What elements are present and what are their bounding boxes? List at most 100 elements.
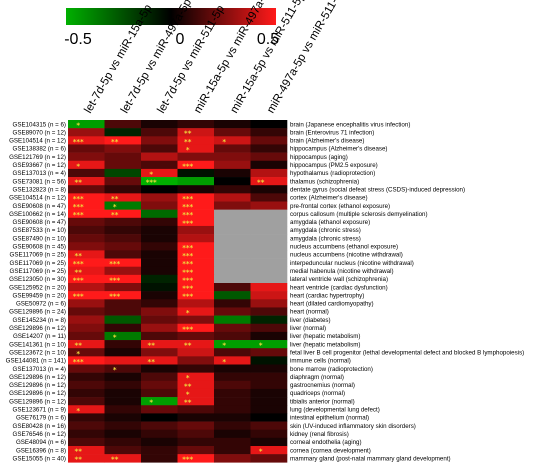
heatmap-cell: [250, 323, 288, 333]
heatmap-cell: [68, 128, 105, 137]
dataset-label: GSE123050 (n = 30): [9, 276, 66, 283]
heatmap-cell: [250, 266, 288, 276]
heatmap-cell: [68, 120, 105, 129]
heatmap-cell: [68, 299, 105, 308]
tissue-label: heart (normal): [290, 309, 329, 316]
significance-star: **: [75, 268, 83, 276]
dataset-label: GSE104514 (n = 12): [9, 195, 66, 202]
heatmap-cell: [68, 380, 105, 390]
tissue-label: corpus callosum (multiple sclerosis demy…: [290, 211, 428, 218]
heatmap-cell: [68, 315, 105, 325]
heatmap-cell: [177, 225, 215, 235]
significance-star: *: [76, 407, 80, 415]
tissue-label: diaphragm (normal): [290, 374, 344, 381]
heatmap-cell: [104, 217, 142, 227]
heatmap-cell: [68, 225, 105, 235]
heatmap-cell: [250, 168, 288, 178]
heatmap-cell: [104, 429, 142, 439]
heatmap-cell: [214, 340, 251, 349]
significance-star: **: [184, 342, 192, 350]
significance-star: **: [75, 456, 83, 464]
heatmap-cell: [250, 372, 288, 382]
heatmap-cell: [104, 201, 142, 210]
heatmap-cell: [177, 323, 215, 333]
heatmap-cell: [104, 454, 142, 463]
heatmap-cell: [250, 429, 288, 439]
heatmap-cell: [68, 307, 105, 316]
significance-star: *: [222, 342, 226, 350]
heatmap-cell: [104, 299, 142, 308]
dataset-label: GSE117069 (n = 25): [10, 252, 66, 259]
heatmap-cell: [177, 185, 215, 194]
significance-star: **: [111, 456, 119, 464]
heatmap-cell: [177, 144, 215, 153]
significance-star: **: [75, 342, 83, 350]
heatmap-cell: [68, 144, 105, 153]
tissue-label: pre-frontal cortex (ethanol exposure): [290, 203, 390, 210]
heatmap-cell: [68, 217, 105, 227]
significance-star: **: [111, 195, 119, 203]
heatmap-cell: [68, 250, 105, 259]
heatmap-cell: [250, 217, 288, 227]
heatmap-cell: [214, 193, 251, 202]
heatmap-cell: [104, 242, 142, 251]
heatmap-cell: [250, 356, 288, 365]
heatmap-cell: [68, 201, 105, 210]
heatmap-cell: [250, 446, 288, 455]
significance-star: *: [186, 309, 190, 317]
heatmap-cell: [104, 307, 142, 316]
tissue-label: hypothalamus (radioprotection): [290, 170, 375, 177]
heatmap-cell: [141, 413, 178, 422]
dataset-label: GSE90608 (n = 45): [13, 244, 67, 251]
heatmap-cell: [141, 299, 178, 308]
heatmap-cell: [104, 120, 142, 129]
heatmap-cell: [141, 405, 178, 414]
tissue-label: amygdala (chronic stress): [290, 227, 361, 234]
significance-star: ***: [146, 179, 157, 187]
heatmap-cell: [68, 168, 105, 178]
heatmap-cell: [104, 380, 142, 390]
heatmap-cell: [250, 201, 288, 210]
heatmap-cell: [250, 242, 288, 251]
significance-star: **: [184, 382, 192, 390]
heatmap-cell: [104, 185, 142, 194]
significance-stars: ****** ** ** *** ****** *** ***** ** ****** * ****…: [73, 122, 265, 464]
heatmap-cell: [141, 242, 178, 251]
heatmap-cell: [214, 454, 251, 463]
significance-star: **: [184, 399, 192, 407]
color-scale-tick-max: 0.5: [257, 31, 279, 48]
tissue-label: amygdala (ethanol exposure): [290, 219, 370, 226]
heatmap-cell: [104, 388, 142, 398]
heatmap-cell: [214, 446, 251, 455]
heatmap-cell: [250, 144, 288, 153]
heatmap-cell: [214, 160, 251, 170]
dataset-label: GSE89070 (n = 12): [13, 129, 67, 136]
heatmap-cell: [104, 250, 142, 259]
heatmap-cell: [177, 201, 215, 210]
heatmap-cell: [104, 177, 142, 186]
heatmap-cell: [68, 454, 105, 463]
significance-star: **: [111, 211, 119, 219]
tissue-label: medial habenula (nicotine withdrawal): [290, 268, 394, 275]
significance-star: ***: [182, 203, 193, 211]
heatmap-cell: [177, 250, 215, 259]
dataset-label: GSE141361 (n = 10): [9, 341, 66, 348]
heatmap-cell: [250, 413, 288, 422]
heatmap-cell: [141, 323, 178, 333]
significance-star: **: [184, 130, 192, 138]
heatmap-cell: [177, 454, 215, 463]
dataset-label: GSE16396 (n = 8): [16, 447, 66, 454]
dataset-label: GSE93667 (n = 12): [13, 162, 67, 169]
heatmap-cell: [214, 283, 251, 292]
heatmap-cell: [177, 380, 215, 390]
heatmap-cell: [104, 168, 142, 178]
heatmap-cell: [141, 258, 178, 267]
heatmap-cell: [250, 274, 288, 284]
significance-star: ***: [182, 268, 193, 276]
heatmap-cell: [214, 307, 251, 316]
heatmap-cell: [141, 364, 178, 373]
heatmap-cell: [177, 405, 215, 414]
heatmap-cell: [104, 323, 142, 333]
dataset-label: GSE104514 (n = 12): [9, 138, 66, 145]
heatmap-cell: [214, 405, 251, 414]
